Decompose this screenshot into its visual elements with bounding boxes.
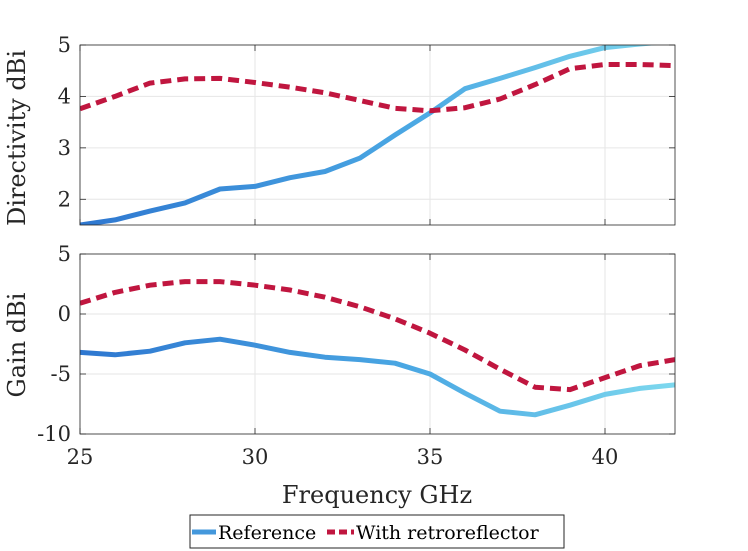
ytick-label-directivity: 4 xyxy=(58,84,71,108)
ytick-label-directivity: 3 xyxy=(58,136,71,160)
ytick-label-directivity: 5 xyxy=(58,33,71,57)
gain-panel: -10 -5 0 5 25 30 35 40 xyxy=(37,242,676,469)
xtick-label: 35 xyxy=(417,445,444,469)
legend-box xyxy=(189,514,565,549)
ytick-label-directivity: 2 xyxy=(58,187,71,211)
axes-box-directivity xyxy=(79,44,676,226)
ytick-label-gain: -10 xyxy=(37,422,71,446)
axes-box-gain xyxy=(79,253,676,435)
directivity-panel: 2 3 4 5 xyxy=(58,33,676,226)
legend: Reference With retroreflector xyxy=(189,514,565,549)
reference-line-gain xyxy=(80,336,675,418)
ytick-label-gain: 5 xyxy=(58,242,71,266)
ylabel-gain: Gain dBi xyxy=(3,292,31,397)
legend-label-reference: Reference xyxy=(218,522,316,544)
retroreflector-line-gain xyxy=(80,279,675,393)
ylabel-directivity: Directivity dBi xyxy=(3,50,31,226)
retroreflector-line-directivity xyxy=(80,62,675,114)
ytick-label-gain: 0 xyxy=(58,302,71,326)
xtick-label: 25 xyxy=(67,445,94,469)
reference-line-directivity xyxy=(80,45,658,225)
xtick-label: 30 xyxy=(242,445,269,469)
ytick-label-gain: -5 xyxy=(51,362,71,386)
legend-label-retro: With retroreflector xyxy=(356,522,540,544)
xtick-label: 40 xyxy=(592,445,619,469)
xlabel-frequency: Frequency GHz xyxy=(282,481,472,509)
